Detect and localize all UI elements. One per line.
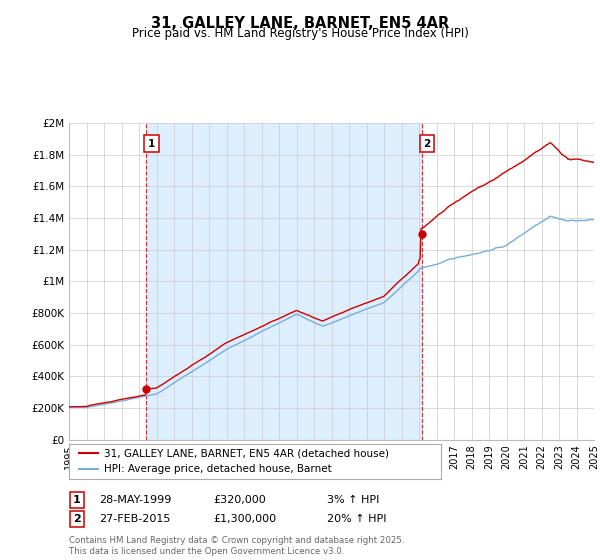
Text: 31, GALLEY LANE, BARNET, EN5 4AR (detached house): 31, GALLEY LANE, BARNET, EN5 4AR (detach… — [104, 449, 389, 459]
Text: 1: 1 — [148, 139, 155, 149]
Text: £1,300,000: £1,300,000 — [213, 514, 276, 524]
Text: 2: 2 — [73, 514, 80, 524]
Bar — [146, 123, 422, 440]
Text: £320,000: £320,000 — [213, 495, 266, 505]
Text: 28-MAY-1999: 28-MAY-1999 — [99, 495, 172, 505]
Text: Price paid vs. HM Land Registry's House Price Index (HPI): Price paid vs. HM Land Registry's House … — [131, 27, 469, 40]
Text: 20% ↑ HPI: 20% ↑ HPI — [327, 514, 386, 524]
Text: 2: 2 — [423, 139, 431, 149]
Text: 31, GALLEY LANE, BARNET, EN5 4AR: 31, GALLEY LANE, BARNET, EN5 4AR — [151, 16, 449, 31]
Text: HPI: Average price, detached house, Barnet: HPI: Average price, detached house, Barn… — [104, 464, 332, 474]
Text: 27-FEB-2015: 27-FEB-2015 — [99, 514, 170, 524]
Text: Contains HM Land Registry data © Crown copyright and database right 2025.
This d: Contains HM Land Registry data © Crown c… — [69, 536, 404, 556]
Text: 3% ↑ HPI: 3% ↑ HPI — [327, 495, 379, 505]
Text: 1: 1 — [73, 495, 80, 505]
